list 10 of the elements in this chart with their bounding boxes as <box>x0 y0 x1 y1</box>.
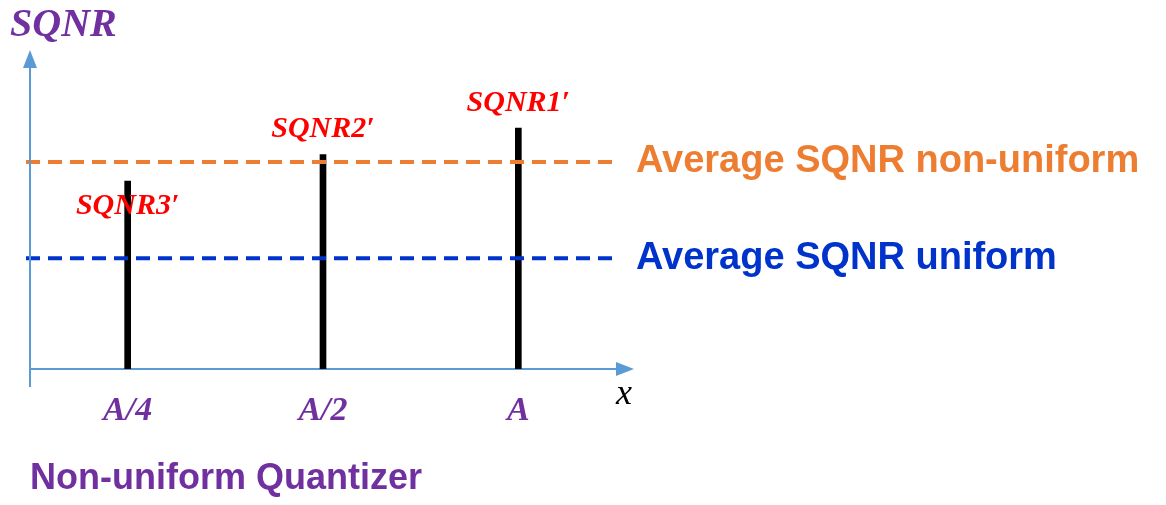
ref-line-label: Average SQNR uniform <box>636 234 1057 277</box>
annotation: SQNR2′ <box>271 110 375 144</box>
x-tick-label: A <box>504 390 530 428</box>
x-axis-title: x <box>615 372 633 413</box>
text: Non-uniform Quantizer <box>30 456 422 498</box>
ref-line-label: Average SQNR non-uniform <box>636 138 1140 181</box>
annotation: SQNR1′ <box>466 83 571 117</box>
x-tick-label: A/4 <box>101 390 153 428</box>
x-tick-label: A/2 <box>296 390 348 428</box>
y-axis-title: SQNR <box>10 0 117 46</box>
